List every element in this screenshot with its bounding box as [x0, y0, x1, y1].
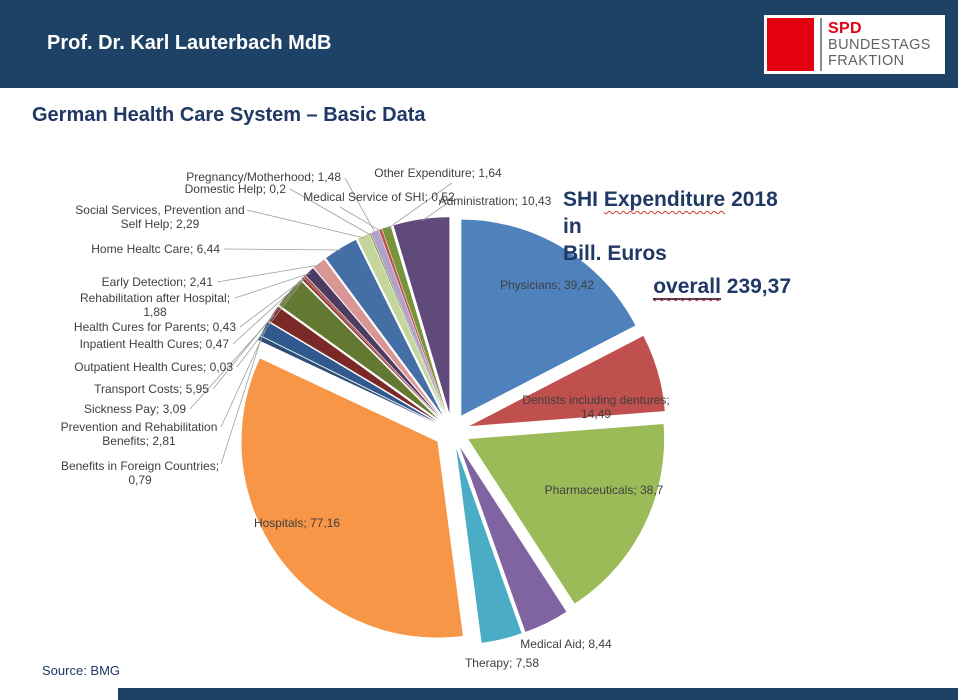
chart-title: SHI Expenditure 2018 in Bill. Euros over…: [563, 186, 791, 300]
slice-label-benefits-in-foreign-countries: Benefits in Foreign Countries; 0,79: [61, 459, 219, 487]
leader-line-medical-service-of-shi: [339, 206, 382, 232]
spd-logo-brand: SPD: [828, 20, 862, 37]
slice-label-pharmaceuticals: Pharmaceuticals; 38,7: [545, 483, 664, 497]
pie-slice-therapy: [456, 448, 522, 643]
slice-label-pregnancy-motherhood: Pregnancy/Motherhood; 1,48: [186, 170, 341, 184]
slice-label-other-expenditure: Other Expenditure; 1,64: [374, 166, 502, 180]
pie-slice-home-healtc-care: [325, 239, 443, 416]
slice-label-medical-aid: Medical Aid; 8,44: [520, 637, 612, 651]
leader-line-administration: [421, 201, 450, 222]
slice-label-domestic-help: Domestic Help; 0,2: [185, 182, 287, 196]
pie-slice-early-detection: [313, 259, 441, 417]
leader-line-pregnancy-motherhood: [344, 177, 376, 234]
pie-slice-pharmaceuticals: [468, 424, 665, 604]
leader-line-rehabilitation-after-hospital: [234, 272, 311, 299]
pie-slice-benefits-in-foreign-countries: [258, 336, 436, 424]
pie-slice-administration: [393, 217, 450, 414]
pie-slice-transport-costs: [279, 280, 439, 420]
spd-logo-text: SPD BUNDESTAGS FRAKTION: [828, 21, 931, 68]
leader-line-inpatient-health-cures: [232, 279, 304, 345]
slice-label-physicians: Physicians; 39,42: [500, 278, 594, 292]
header-title: Prof. Dr. Karl Lauterbach MdB: [47, 32, 332, 54]
source-note: Source: BMG: [42, 663, 121, 678]
pie-slice-dentists-including-dentures: [469, 335, 665, 427]
pie-slice-inpatient-health-cures: [301, 277, 440, 419]
pie-slice-sickness-pay: [268, 306, 437, 422]
spd-logo-red-square: [767, 18, 814, 71]
spd-logo-line1: BUNDESTAGS: [828, 37, 931, 53]
spd-logo-line2: FRAKTION: [828, 52, 905, 69]
pie-slice-hospitals: [241, 358, 463, 638]
pie-slice-medical-aid: [459, 447, 567, 632]
leader-line-outpatient-health-cures: [236, 280, 303, 368]
leader-line-domestic-help: [289, 188, 371, 236]
misspelled-word: Expenditure: [603, 188, 726, 211]
leader-line-home-healtc-care: [223, 248, 342, 251]
slice-label-hospitals: Hospitals; 77,16: [254, 516, 340, 530]
pie-slice-physicians: [461, 219, 636, 416]
pie-slice-other-expenditure: [382, 226, 447, 414]
leader-line-benefits-in-foreign-countries: [220, 338, 262, 465]
slice-label-outpatient-health-cures: Outpatient Health Cures; 0,03: [74, 360, 233, 374]
leader-line-other-expenditure: [386, 182, 453, 230]
pie-slice-domestic-help: [369, 233, 446, 415]
slice-label-sickness-pay: Sickness Pay; 3,09: [84, 402, 186, 416]
slice-label-dentists-including-dentures: Dentists including dentures; 14,49: [522, 393, 669, 421]
pie-chart: Physicians; 39,42 Dentists including dent…: [61, 166, 670, 670]
chart-title-line1: SHI Expenditure 2018 in: [563, 188, 778, 238]
pie-slice-pregnancy-motherhood: [370, 230, 446, 415]
slice-label-health-cures-for-parents: Health Cures for Parents; 0,43: [74, 320, 236, 334]
slice-label-transport-costs: Transport Costs; 5,95: [94, 382, 209, 396]
pie-slice-prevention-and-rehabilitation-benefits: [260, 321, 437, 423]
spd-logo-divider: [820, 18, 822, 71]
overall-total: overall 239,37: [653, 275, 791, 300]
slice-label-rehabilitation-after-hospital: Rehabilitation after Hospital; 1,88: [80, 291, 230, 319]
page-title: German Health Care System – Basic Data: [32, 104, 426, 126]
leader-line-prevention-and-rehabilitation-benefits: [220, 329, 267, 428]
pie-slice-health-cures-for-parents: [303, 275, 440, 418]
slice-label-therapy: Therapy; 7,58: [465, 656, 539, 670]
slice-label-medical-service-of-shi: Medical Service of SHI; 0,52: [303, 190, 455, 204]
spd-logo: SPD BUNDESTAGS FRAKTION: [764, 15, 945, 74]
leader-line-transport-costs: [212, 293, 291, 390]
pie-slice-social-services-prevention-and-self-help: [357, 233, 445, 415]
slice-label-administration: Administration; 10,43: [439, 194, 552, 208]
slice-label-prevention-and-rehabilitation-benefits: Prevention and Rehabilitation Benefits; 2…: [61, 420, 218, 448]
leader-line-health-cures-for-parents: [239, 277, 306, 328]
pie-slice-rehabilitation-after-hospital: [305, 268, 440, 418]
leader-line-early-detection: [216, 264, 321, 283]
slice-label-inpatient-health-cures: Inpatient Health Cures; 0,47: [80, 337, 230, 351]
pie-slice-medical-service-of-shi: [378, 228, 446, 415]
footer-bar: [118, 688, 958, 700]
slice-label-early-detection: Early Detection; 2,41: [102, 275, 214, 289]
slice-label-social-services-prevention-and-self-help: Social Services, Prevention and Self Help…: [75, 203, 244, 231]
pie-slice-outpatient-health-cures: [301, 279, 440, 419]
slice-label-home-healtc-care: Home Healtc Care; 6,44: [91, 242, 220, 256]
chart-title-line2: Bill. Euros: [563, 242, 667, 265]
leader-line-social-services-prevention-and-self-help: [246, 209, 365, 239]
